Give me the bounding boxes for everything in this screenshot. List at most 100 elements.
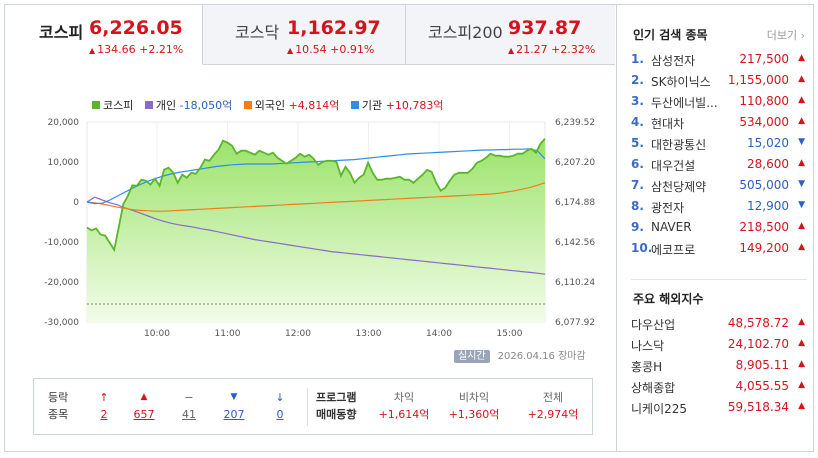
rank-number: 7. [631,178,644,192]
legend-foreign[interactable]: 외국인 +4,814억 [243,99,339,112]
rank-number: 1. [631,52,644,66]
stock-name: 삼천당제약 [651,180,707,194]
right-axis-tick: 6,077.92 [555,318,595,328]
world-index-item[interactable]: 니케이225 59,518.34 ▲ [631,397,807,418]
stock-price: 217,500 [739,52,789,66]
tab-kospi-name: 코스피 [39,23,84,42]
popular-item[interactable]: 10. 에코프로 149,200 ▲ [631,238,807,259]
stock-name: SK하이닉스 [651,75,711,89]
up-triangle-icon: ▲ [798,95,805,105]
market-breadth-panel: 등락 종목 ↑ 2 ▲ 657 −41 ▼ 207 ↓ 0 프로그램 매매동향 차익 +1,6… [33,378,593,435]
kospi-line [86,138,546,253]
stock-name: 대우건설 [651,159,696,173]
world-index-item[interactable]: 홍콩H 8,905.11 ▲ [631,355,807,376]
rank-number: 10. [631,241,653,255]
kospi-swatch [92,101,100,109]
tab-kosdaq-value: 1,162.97 [287,17,381,39]
world-index-value: 59,518.34 [727,400,789,414]
kospi-area [87,138,545,322]
legend-individual[interactable]: 개인 -18,050억 [144,99,232,112]
up-triangle-icon: ▲ [798,401,805,411]
breadth-advancing[interactable]: ▲ 657 [124,389,164,423]
breadth-unchanged[interactable]: −41 [169,389,209,423]
institution-swatch [350,101,359,109]
world-index-value: 24,102.70 [727,337,789,351]
popular-item[interactable]: 2. SK하이닉스 1,155,000 ▲ [631,70,807,91]
breadth-declining[interactable]: ▼ 207 [214,389,254,423]
world-index-name: 홍콩H [631,360,663,374]
popular-item[interactable]: 9. NAVER 218,500 ▲ [631,217,807,238]
popular-item[interactable]: 1. 삼성전자 217,500 ▲ [631,49,807,70]
intraday-chart[interactable]: 20,000 10,000 0 -10,000 -20,000 -30,000 6,239.… [5,105,615,340]
world-index-title: 주요 해외지수 [633,292,704,306]
chevron-right-icon: › [800,29,805,42]
down-triangle-icon: ▼ [230,392,238,402]
up-triangle-icon: ▲ [798,221,805,231]
right-axis-tick: 6,174.88 [555,198,595,208]
tab-kospi200-name: 코스피200 [428,23,503,42]
x-axis-tick: 14:00 [426,329,452,339]
left-axis-tick: 0 [73,198,79,208]
side-panel: 인기 검색 종목 더보기 › 1. 삼성전자 217,500 ▲ 2. SK하이닉스 1,1… [616,5,815,451]
realtime-badge: 실시간 [454,350,490,363]
world-index-list: 다우산업 48,578.72 ▲ 나스닥 24,102.70 ▲ 홍콩H 8,905.11 ▲ 상… [631,313,807,418]
market-status: 장마감 [558,351,586,362]
up-triangle-icon: ▲ [798,116,805,126]
tab-kosdaq-change: ▲ 10.54 +0.91% [287,43,375,56]
popular-item[interactable]: 5. 대한광통신 15,020 ▼ [631,133,807,154]
tab-kospi200-value: 937.87 [508,17,582,39]
world-index-item[interactable]: 다우산업 48,578.72 ▲ [631,313,807,334]
world-index-value: 4,055.55 [735,379,789,393]
individual-line [86,196,546,275]
more-link[interactable]: 더보기 › [766,29,805,42]
up-triangle-icon: ▲ [508,46,515,55]
program-arbitrage: 차익 +1,614억 [378,391,430,421]
stock-price: 534,000 [739,115,789,129]
stock-price: 110,800 [739,94,789,108]
down-triangle-icon: ▼ [798,179,805,189]
rank-number: 2. [631,73,644,87]
up-triangle-icon: ▲ [798,359,805,369]
up-triangle-icon: ▲ [798,317,805,327]
popular-item[interactable]: 3. 두산에너빌... 110,800 ▲ [631,91,807,112]
down-triangle-icon: ▼ [798,137,805,147]
x-axis-tick: 11:00 [215,329,241,339]
legend-institution[interactable]: 기관 +10,783억 [350,99,444,112]
foreign-line [86,182,546,212]
stock-name: 광전자 [651,201,685,215]
program-non-arbitrage: 비차익 +1,360억 [448,391,500,421]
popular-item[interactable]: 7. 삼천당제약 505,000 ▼ [631,175,807,196]
world-index-item[interactable]: 상해종합 4,055.55 ▲ [631,376,807,397]
right-axis-tick: 6,142.56 [555,238,595,248]
up-triangle-icon: ▲ [798,380,805,390]
x-axis-tick: 12:00 [285,329,311,339]
right-axis-tick: 6,110.24 [555,278,595,288]
breadth-lower-limit[interactable]: ↓ 0 [260,389,300,423]
breadth-upper-limit[interactable]: ↑ 2 [84,389,124,423]
up-triangle-icon: ▲ [140,392,148,402]
tab-kospi-value: 6,226.05 [89,17,183,39]
stock-name: 현대차 [651,117,685,131]
x-axis-tick: 15:00 [497,329,523,339]
flat-dash-icon: − [184,391,194,404]
world-index-item[interactable]: 나스닥 24,102.70 ▲ [631,334,807,355]
up-triangle-icon: ▲ [798,158,805,168]
breadth-divider [307,388,308,426]
tab-kospi[interactable]: 코스피 6,226.05 ▲ 134.66 +2.21% [5,5,203,65]
tab-kospi200[interactable]: 코스피200 937.87 ▲ 21.27 +2.32% [406,5,615,65]
stock-price: 15,020 [747,136,789,150]
stock-price: 149,200 [739,241,789,255]
legend-kospi[interactable]: 코스피 [92,99,133,112]
tab-kosdaq[interactable]: 코스닥 1,162.97 ▲ 10.54 +0.91% [203,5,406,65]
up-triangle-icon: ▲ [89,46,96,55]
program-trading-label: 프로그램 매매동향 [316,391,357,421]
x-axis-tick: 13:00 [356,329,382,339]
popular-item[interactable]: 8. 광전자 12,900 ▼ [631,196,807,217]
stock-price: 505,000 [739,178,789,192]
up-triangle-icon: ▲ [798,53,805,63]
stock-price: 28,600 [747,157,789,171]
rank-number: 9. [631,220,644,234]
x-axis-tick: 10:00 [144,329,170,339]
popular-item[interactable]: 6. 대우건설 28,600 ▲ [631,154,807,175]
popular-item[interactable]: 4. 현대차 534,000 ▲ [631,112,807,133]
